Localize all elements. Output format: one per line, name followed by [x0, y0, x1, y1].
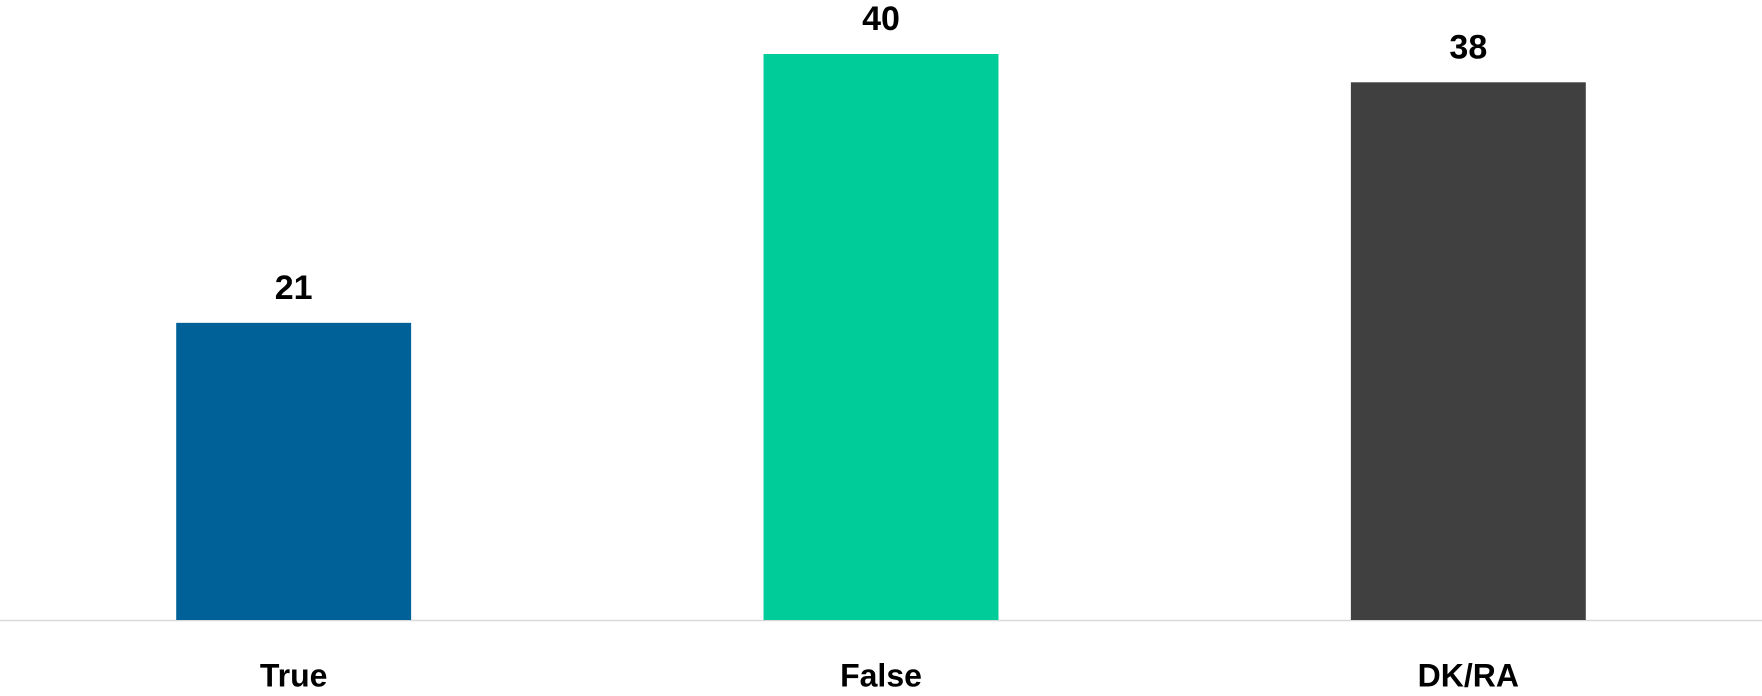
bar — [176, 322, 412, 620]
x-tick-label: True — [260, 657, 328, 693]
x-tick-label: False — [840, 657, 922, 693]
x-tick-label: DK/RA — [1418, 657, 1519, 693]
bar — [1350, 82, 1586, 621]
value-label: 40 — [862, 0, 900, 38]
value-label: 38 — [1449, 28, 1487, 66]
bar — [763, 54, 999, 620]
value-label: 21 — [275, 269, 313, 307]
